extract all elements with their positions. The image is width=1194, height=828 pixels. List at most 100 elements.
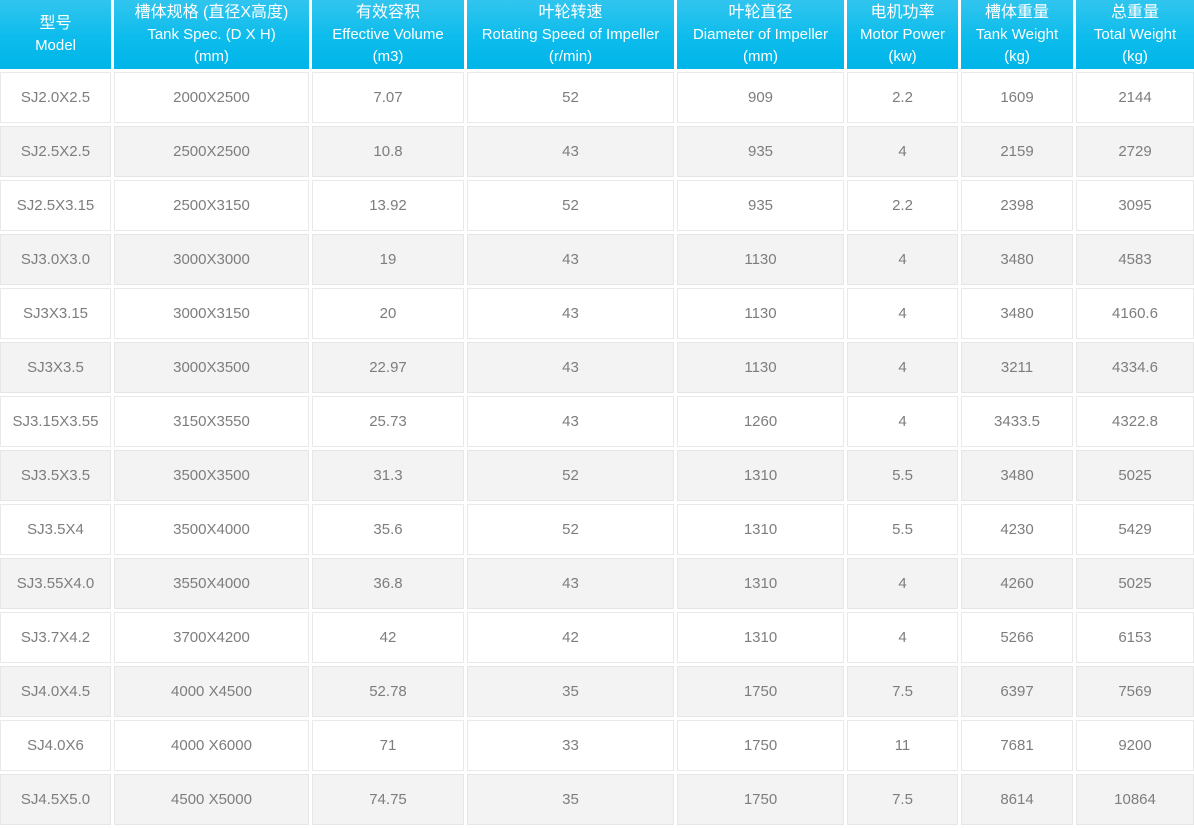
header-unit-label-impeller-diameter: (mm): [743, 47, 778, 65]
header-unit-label-effective-volume: (m3): [372, 47, 404, 65]
header-zh-label-impeller-diameter: 叶轮直径: [728, 3, 793, 21]
header-zh-label-total-weight: 总重量: [1110, 3, 1159, 21]
cell-tank-spec: 3700X4200: [114, 612, 309, 663]
cell-rotating-speed: 52: [467, 72, 674, 123]
cell-total-weight: 7569: [1076, 666, 1194, 717]
table-row: SJ2.5X2.5 2500X2500 10.8 43 935 4 2159 2729: [0, 126, 1194, 177]
cell-motor-power: 5.5: [847, 450, 958, 501]
cell-tank-spec: 4000 X6000: [114, 720, 309, 771]
cell-motor-power: 2.2: [847, 180, 958, 231]
cell-motor-power: 2.2: [847, 72, 958, 123]
cell-total-weight: 4334.6: [1076, 342, 1194, 393]
header-en-label-impeller-diameter: Diameter of Impeller: [692, 25, 829, 43]
header-zh-label-effective-volume: 有效容积: [355, 3, 420, 21]
column-header-effective-volume: 有效容积 Effective Volume (m3): [312, 0, 464, 69]
cell-impeller-diameter: 1310: [677, 504, 844, 555]
column-header-content: 型号 Model: [0, 0, 111, 69]
column-header-motor-power: 电机功率 Motor Power (kw): [847, 0, 958, 69]
table-row: SJ3.0X3.0 3000X3000 19 43 1130 4 3480 4583: [0, 234, 1194, 285]
table-row: SJ4.0X6 4000 X6000 71 33 1750 11 7681 9200: [0, 720, 1194, 771]
cell-motor-power: 11: [847, 720, 958, 771]
header-en-label-total-weight: Total Weight: [1093, 25, 1177, 43]
cell-rotating-speed: 43: [467, 234, 674, 285]
cell-tank-spec: 4000 X4500: [114, 666, 309, 717]
table-row: SJ3.5X3.5 3500X3500 31.3 52 1310 5.5 3480 5025: [0, 450, 1194, 501]
header-en-label-tank-spec: Tank Spec. (D X H): [147, 25, 276, 43]
cell-rotating-speed: 43: [467, 342, 674, 393]
cell-rotating-speed: 43: [467, 558, 674, 609]
cell-model: SJ2.0X2.5: [0, 72, 111, 123]
cell-impeller-diameter: 1260: [677, 396, 844, 447]
table-row: SJ3.15X3.55 3150X3550 25.73 43 1260 4 3433.5 43…: [0, 396, 1194, 447]
cell-motor-power: 4: [847, 234, 958, 285]
cell-total-weight: 4160.6: [1076, 288, 1194, 339]
cell-rotating-speed: 42: [467, 612, 674, 663]
header-unit-label-tank-weight: (kg): [1004, 47, 1030, 65]
cell-tank-spec: 2500X3150: [114, 180, 309, 231]
cell-total-weight: 4583: [1076, 234, 1194, 285]
cell-effective-volume: 71: [312, 720, 464, 771]
cell-tank-weight: 3480: [961, 234, 1073, 285]
cell-rotating-speed: 52: [467, 504, 674, 555]
cell-motor-power: 4: [847, 558, 958, 609]
cell-total-weight: 2144: [1076, 72, 1194, 123]
cell-rotating-speed: 43: [467, 288, 674, 339]
cell-model: SJ3.55X4.0: [0, 558, 111, 609]
column-header-rotating-speed: 叶轮转速 Rotating Speed of Impeller (r/min): [467, 0, 674, 69]
header-unit-label-total-weight: (kg): [1122, 47, 1148, 65]
cell-tank-weight: 4230: [961, 504, 1073, 555]
cell-effective-volume: 20: [312, 288, 464, 339]
cell-model: SJ4.0X6: [0, 720, 111, 771]
cell-rotating-speed: 35: [467, 666, 674, 717]
header-zh-label-tank-weight: 槽体重量: [984, 3, 1049, 21]
column-header-content: 叶轮直径 Diameter of Impeller (mm): [677, 0, 844, 69]
column-header-content: 槽体规格 (直径X高度) Tank Spec. (D X H) (mm): [114, 0, 309, 69]
column-header-total-weight: 总重量 Total Weight (kg): [1076, 0, 1194, 69]
cell-total-weight: 6153: [1076, 612, 1194, 663]
cell-model: SJ3.5X4: [0, 504, 111, 555]
cell-model: SJ3.5X3.5: [0, 450, 111, 501]
header-zh-label-motor-power: 电机功率: [870, 3, 935, 21]
table-row: SJ2.5X3.15 2500X3150 13.92 52 935 2.2 2398 3095: [0, 180, 1194, 231]
cell-motor-power: 4: [847, 288, 958, 339]
column-header-tank-spec: 槽体规格 (直径X高度) Tank Spec. (D X H) (mm): [114, 0, 309, 69]
table-row: SJ3X3.5 3000X3500 22.97 43 1130 4 3211 4334.6: [0, 342, 1194, 393]
cell-impeller-diameter: 1310: [677, 558, 844, 609]
cell-rotating-speed: 52: [467, 180, 674, 231]
cell-tank-spec: 3150X3550: [114, 396, 309, 447]
cell-tank-weight: 3433.5: [961, 396, 1073, 447]
cell-total-weight: 9200: [1076, 720, 1194, 771]
column-header-content: 叶轮转速 Rotating Speed of Impeller (r/min): [467, 0, 674, 69]
header-en-label-effective-volume: Effective Volume: [332, 25, 444, 43]
cell-total-weight: 5429: [1076, 504, 1194, 555]
cell-impeller-diameter: 1750: [677, 720, 844, 771]
table-row: SJ2.0X2.5 2000X2500 7.07 52 909 2.2 1609 2144: [0, 72, 1194, 123]
cell-total-weight: 4322.8: [1076, 396, 1194, 447]
table-row: SJ3.55X4.0 3550X4000 36.8 43 1310 4 4260 5025: [0, 558, 1194, 609]
cell-effective-volume: 36.8: [312, 558, 464, 609]
cell-rotating-speed: 43: [467, 126, 674, 177]
header-zh-label-rotating-speed: 叶轮转速: [538, 3, 603, 21]
cell-effective-volume: 42: [312, 612, 464, 663]
cell-tank-weight: 2398: [961, 180, 1073, 231]
cell-model: SJ4.0X4.5: [0, 666, 111, 717]
header-unit-label-motor-power: (kw): [888, 47, 917, 65]
column-header-content: 槽体重量 Tank Weight (kg): [961, 0, 1073, 69]
cell-model: SJ2.5X2.5: [0, 126, 111, 177]
cell-impeller-diameter: 1310: [677, 612, 844, 663]
cell-tank-spec: 2500X2500: [114, 126, 309, 177]
cell-impeller-diameter: 1130: [677, 234, 844, 285]
cell-impeller-diameter: 1130: [677, 342, 844, 393]
column-header-content: 有效容积 Effective Volume (m3): [312, 0, 464, 69]
cell-model: SJ3.15X3.55: [0, 396, 111, 447]
header-unit-label-rotating-speed: (r/min): [548, 47, 593, 65]
cell-motor-power: 4: [847, 342, 958, 393]
cell-effective-volume: 10.8: [312, 126, 464, 177]
cell-motor-power: 7.5: [847, 666, 958, 717]
cell-tank-weight: 3480: [961, 450, 1073, 501]
header-unit-label-tank-spec: (mm): [194, 47, 229, 65]
cell-motor-power: 4: [847, 126, 958, 177]
cell-effective-volume: 31.3: [312, 450, 464, 501]
cell-total-weight: 3095: [1076, 180, 1194, 231]
